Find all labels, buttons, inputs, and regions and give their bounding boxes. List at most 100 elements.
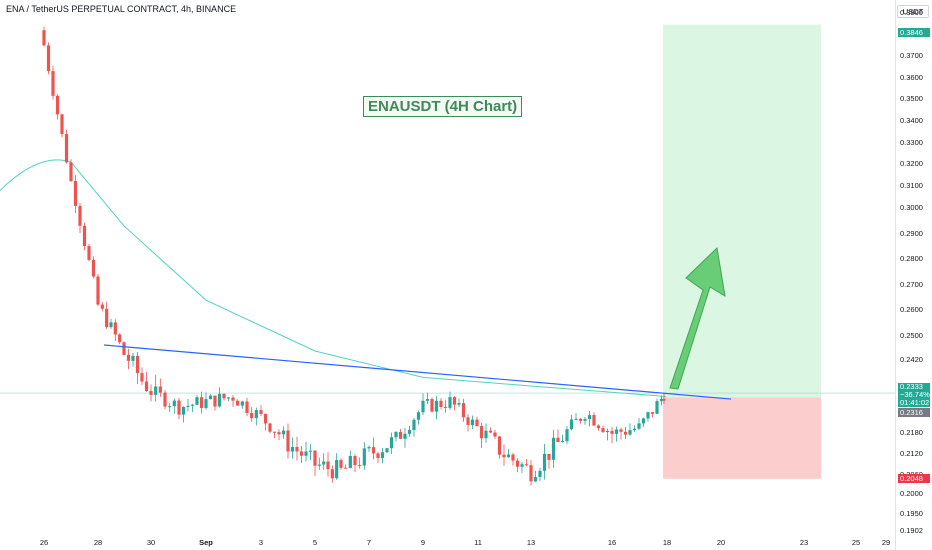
candle-down <box>82 225 87 247</box>
candle-up <box>380 452 385 459</box>
candle-down <box>199 397 204 408</box>
candle-down <box>353 456 357 466</box>
price-tick: 0.2700 <box>900 279 923 289</box>
candle-up <box>385 448 389 453</box>
price-tick: 0.2800 <box>900 254 923 264</box>
candle-down <box>344 467 348 469</box>
candle-down <box>488 430 493 433</box>
candle-down <box>497 436 502 455</box>
current-price-label: 0.2333 −36.74% 01:41:02 <box>898 383 930 407</box>
time-tick: 13 <box>526 538 536 547</box>
target-arrow <box>669 246 726 390</box>
candle-up <box>335 460 339 479</box>
candle-up <box>348 456 352 469</box>
price-tick: 0.2000 <box>900 489 923 498</box>
candle-up <box>240 401 244 406</box>
candle-down <box>213 395 217 407</box>
candle-down <box>60 114 64 135</box>
price-tick: 0.3100 <box>900 181 923 191</box>
candle-down <box>466 417 470 425</box>
candle-down <box>511 454 515 461</box>
candle-down <box>250 413 254 419</box>
currency-button[interactable]: USDT <box>897 5 929 18</box>
candle-down <box>619 429 623 432</box>
candle-up <box>583 419 587 421</box>
candle-down <box>326 461 330 470</box>
price-axis[interactable] <box>895 0 932 550</box>
candle-down <box>430 399 434 412</box>
price-tick: 0.3200 <box>900 159 923 169</box>
candle-down <box>277 432 281 435</box>
candle-down <box>87 246 91 260</box>
candle-down <box>313 450 317 466</box>
candle-up <box>407 429 412 434</box>
candle-down <box>149 390 153 395</box>
candle-up <box>425 399 430 401</box>
candle-up <box>641 418 646 424</box>
time-tick: 26 <box>39 538 49 547</box>
candle-down <box>515 460 520 467</box>
candle-down <box>358 465 362 467</box>
symbol-header: ENA / TetherUS PERPETUAL CONTRACT, 4h, B… <box>6 4 237 14</box>
level-price-label: 0.2316 <box>898 408 930 417</box>
candle-down <box>91 259 96 277</box>
candle-down <box>122 342 126 355</box>
candle-up <box>308 450 313 452</box>
price-tick: 0.2500 <box>900 331 923 340</box>
candle-down <box>51 71 55 96</box>
candle-up <box>637 423 641 429</box>
candle-down <box>113 322 117 335</box>
candle-down <box>443 406 448 408</box>
candle-down <box>475 419 479 427</box>
candle-down <box>295 447 299 452</box>
candle-up <box>208 395 213 400</box>
candle-down <box>126 354 131 361</box>
candle-up <box>484 430 488 439</box>
candle-up <box>304 451 308 456</box>
time-tick: 29 <box>881 538 891 547</box>
candle-down <box>64 134 69 163</box>
candle-up <box>587 415 592 420</box>
price-tick: 0.3900 <box>900 8 923 17</box>
candle-down <box>73 181 78 206</box>
candle-down <box>268 423 272 432</box>
candle-up <box>628 430 632 435</box>
candle-down <box>46 45 51 72</box>
time-tick: 18 <box>662 538 672 547</box>
candle-up <box>131 355 135 361</box>
candle-up <box>614 429 619 434</box>
candle-down <box>135 355 140 374</box>
candle-up <box>217 393 222 407</box>
price-tick: 0.3600 <box>900 72 923 82</box>
candle-down <box>105 308 109 328</box>
candle-down <box>339 460 343 468</box>
candle-up <box>506 454 511 458</box>
candle-up <box>172 400 176 407</box>
time-tick: 20 <box>716 538 726 547</box>
candle-up <box>412 419 416 430</box>
candle-down <box>592 415 596 426</box>
candle-down <box>371 447 376 454</box>
time-tick: 7 <box>366 538 372 547</box>
time-tick: 28 <box>93 538 103 547</box>
candle-up <box>190 404 195 406</box>
candle-up <box>322 461 326 465</box>
price-tick: 0.3400 <box>900 115 923 125</box>
candle-up <box>254 410 258 419</box>
time-tick: 9 <box>420 538 426 547</box>
price-tick: 0.3000 <box>900 203 923 212</box>
price-tick: 0.2120 <box>900 449 923 458</box>
price-tick: 0.3300 <box>900 137 923 147</box>
candle-up <box>448 397 452 408</box>
candle-down <box>163 392 167 407</box>
candle-down <box>662 398 666 401</box>
candle-up <box>109 322 113 328</box>
time-tick: 5 <box>312 538 318 547</box>
candle-up <box>646 412 650 419</box>
candle-down <box>286 430 290 452</box>
candle-down <box>100 304 104 309</box>
candle-down <box>69 162 73 182</box>
candle-down <box>140 373 144 382</box>
